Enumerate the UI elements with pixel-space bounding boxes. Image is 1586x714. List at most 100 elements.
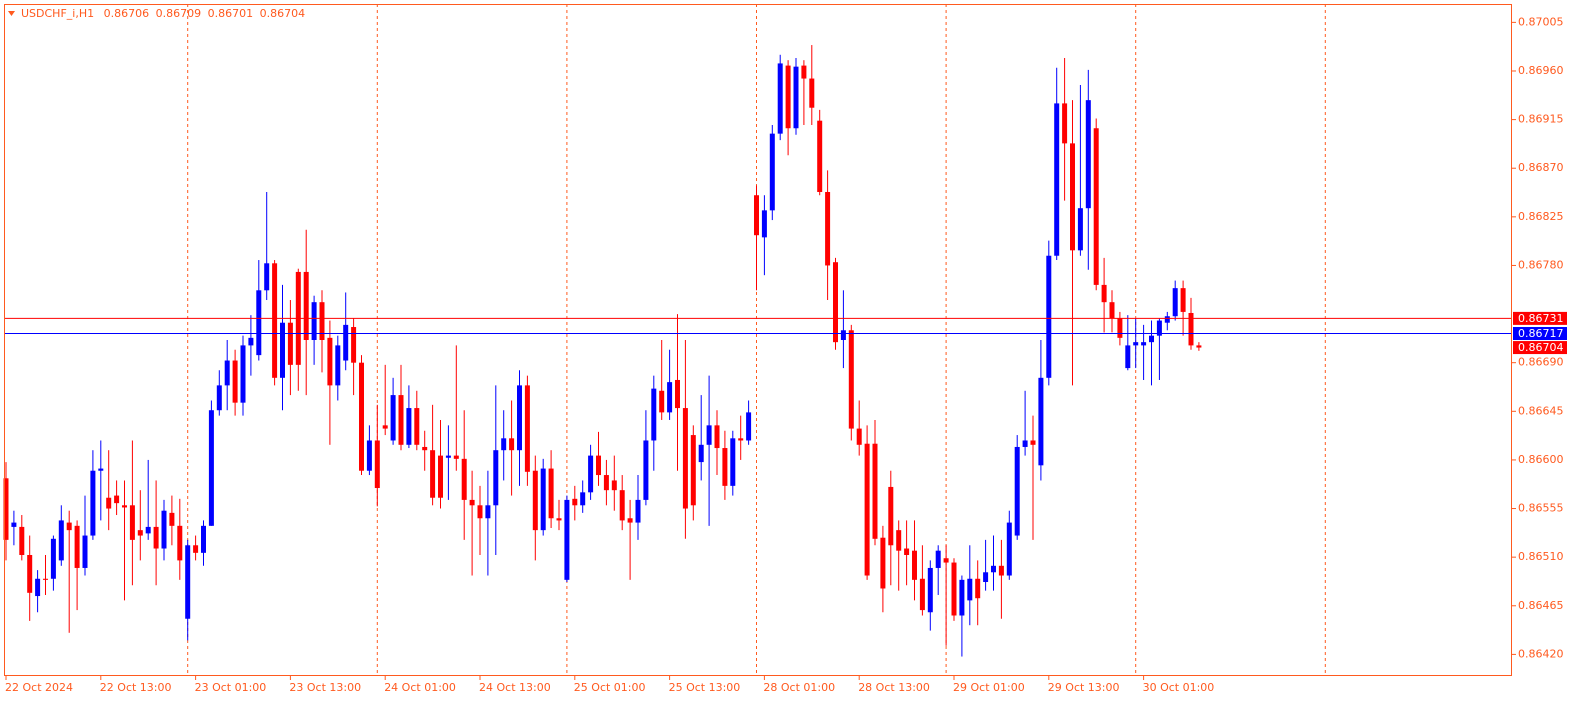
candle-body	[864, 443, 870, 576]
candle-body	[169, 512, 175, 526]
header-low: 0.86701	[208, 7, 254, 20]
candle-body	[667, 382, 673, 413]
level-label: 0.86731	[1518, 312, 1564, 325]
candle-body	[208, 410, 214, 526]
candle-body	[3, 478, 9, 540]
candle-body	[959, 579, 965, 616]
candle-body	[501, 438, 507, 451]
level-box	[1513, 311, 1567, 325]
candle-body	[11, 522, 17, 527]
candle-body	[153, 526, 159, 549]
header-high: 0.86709	[156, 7, 202, 20]
candle-body	[1077, 208, 1083, 251]
candle-body	[1022, 440, 1028, 447]
candle-body	[564, 499, 570, 580]
x-tick-label: 25 Oct 13:00	[669, 681, 741, 694]
candle-body	[98, 468, 104, 471]
chart-header: USDCHF_i,H1 0.86706 0.86709 0.86701 0.86…	[21, 7, 305, 20]
candle-body	[35, 578, 41, 597]
candle-body	[224, 360, 230, 386]
candle-body	[74, 525, 80, 568]
candle-body	[477, 505, 483, 519]
candle-body	[1006, 522, 1012, 576]
candle-body	[603, 475, 609, 491]
candle-body	[817, 120, 823, 192]
candle-body	[19, 526, 25, 555]
candle-body	[303, 271, 309, 340]
candle-body	[809, 78, 815, 108]
candle-body	[335, 345, 341, 386]
candle-body	[1133, 342, 1139, 346]
candle-body	[896, 530, 902, 551]
candle-body	[390, 395, 396, 441]
candle-body	[659, 390, 665, 413]
candle-body	[1030, 440, 1036, 445]
candle-body	[248, 337, 254, 346]
candle-body	[991, 565, 996, 573]
candle-body	[469, 499, 475, 506]
candle-body	[137, 530, 143, 536]
candle-body	[161, 510, 167, 549]
x-tick-label: 29 Oct 13:00	[1048, 681, 1120, 694]
candle-body	[366, 440, 372, 471]
candle-body	[1085, 100, 1091, 209]
candle-body	[493, 450, 499, 506]
candle-body	[398, 395, 404, 445]
candle-body	[311, 302, 317, 340]
candle-body	[145, 526, 151, 534]
candle-body	[1125, 345, 1131, 369]
candle-body	[540, 468, 546, 531]
candle-body	[359, 362, 364, 471]
x-tick-label: 28 Oct 13:00	[858, 681, 930, 694]
y-tick-label: 0.86645	[1518, 404, 1564, 417]
candle-body	[66, 522, 72, 531]
candle-body	[430, 450, 436, 498]
candle-body	[122, 505, 127, 508]
candle-body	[643, 440, 649, 500]
x-tick-label: 25 Oct 01:00	[574, 681, 646, 694]
y-tick-label: 0.86465	[1518, 599, 1564, 612]
candle-body	[912, 550, 917, 580]
last-price-box	[1513, 341, 1567, 355]
symbol: USDCHF_i,H1	[21, 7, 94, 20]
candle-body	[461, 458, 467, 500]
candle-body	[319, 302, 325, 340]
candle-body	[517, 385, 522, 451]
candle-body	[833, 262, 838, 343]
header-open: 0.86706	[104, 7, 150, 20]
candle-body	[611, 480, 617, 491]
candle-body	[264, 263, 270, 291]
candle-body	[1180, 288, 1186, 312]
candle-body	[114, 495, 120, 504]
candle-body	[635, 499, 641, 523]
level-box	[1513, 327, 1567, 341]
candle-body	[651, 388, 657, 441]
x-tick-label: 23 Oct 13:00	[289, 681, 361, 694]
y-tick-label: 0.86870	[1518, 161, 1564, 174]
y-tick-label: 0.86600	[1518, 453, 1564, 466]
candle-body	[746, 412, 752, 441]
candle-body	[738, 438, 744, 441]
candle-body	[201, 525, 206, 553]
y-tick-label: 0.86915	[1518, 113, 1564, 126]
candle-body	[1196, 345, 1202, 348]
y-tick-label: 0.87005	[1518, 15, 1564, 28]
candle-body	[1109, 302, 1115, 319]
candle-body	[675, 379, 680, 409]
candle-body	[769, 133, 775, 211]
y-tick-label: 0.86420	[1518, 647, 1564, 660]
candle-body	[943, 558, 949, 563]
candle-body	[27, 554, 33, 593]
candle-body	[793, 66, 799, 129]
candle-body	[975, 578, 981, 599]
candle-body	[287, 322, 293, 365]
candle-body	[374, 440, 380, 489]
candle-body	[983, 572, 989, 583]
candle-body	[548, 468, 554, 519]
candle-body	[1062, 103, 1068, 144]
candle-body	[193, 545, 199, 553]
x-tick-label: 24 Oct 01:00	[384, 681, 456, 694]
candle-body	[1093, 128, 1099, 285]
